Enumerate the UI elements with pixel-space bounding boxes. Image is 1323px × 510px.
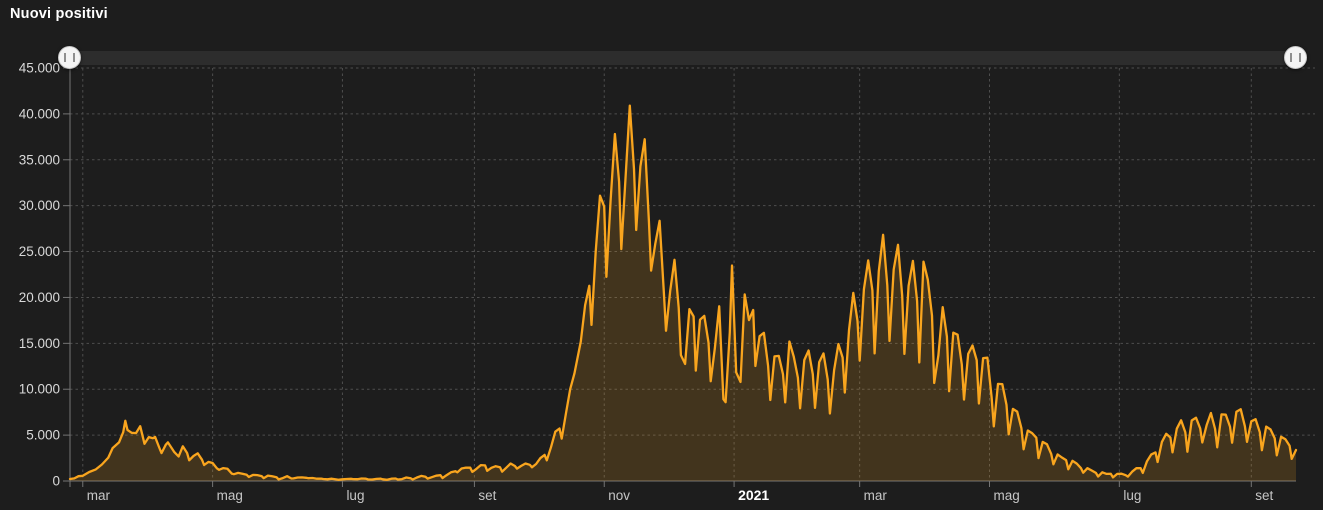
series-line	[68, 104, 1298, 481]
y-axis-label: 20.000	[19, 290, 60, 305]
area-fill	[70, 105, 1296, 481]
x-axis-label: lug	[1123, 488, 1141, 503]
x-axis-label: mar	[864, 488, 888, 503]
time-range-slider-track[interactable]	[70, 51, 1296, 65]
y-axis-label: 45.000	[19, 61, 60, 76]
y-axis-label: 25.000	[19, 244, 60, 259]
x-axis-label: set	[1255, 488, 1273, 503]
y-axis-label: 35.000	[19, 152, 60, 167]
drag-grip-icon	[1290, 53, 1301, 62]
drag-grip-icon	[64, 53, 75, 62]
y-axis-label: 15.000	[19, 336, 60, 351]
y-axis-label: 40.000	[19, 106, 60, 121]
x-axis-label: 2021	[738, 487, 769, 503]
slider-handle-left[interactable]	[58, 46, 81, 69]
y-axis-label: 5.000	[26, 428, 60, 443]
y-axis-label: 30.000	[19, 198, 60, 213]
y-axis-label: 0	[52, 474, 60, 489]
chart-title: Nuovi positivi	[10, 6, 108, 22]
x-axis-label: mag	[994, 488, 1020, 503]
x-axis-label: set	[478, 488, 496, 503]
x-axis-label: mar	[87, 488, 111, 503]
x-axis-label: mag	[217, 488, 243, 503]
y-axis-label: 10.000	[19, 382, 60, 397]
x-axis-label: lug	[346, 488, 364, 503]
slider-handle-right[interactable]	[1284, 46, 1307, 69]
x-axis-label: nov	[608, 488, 630, 503]
